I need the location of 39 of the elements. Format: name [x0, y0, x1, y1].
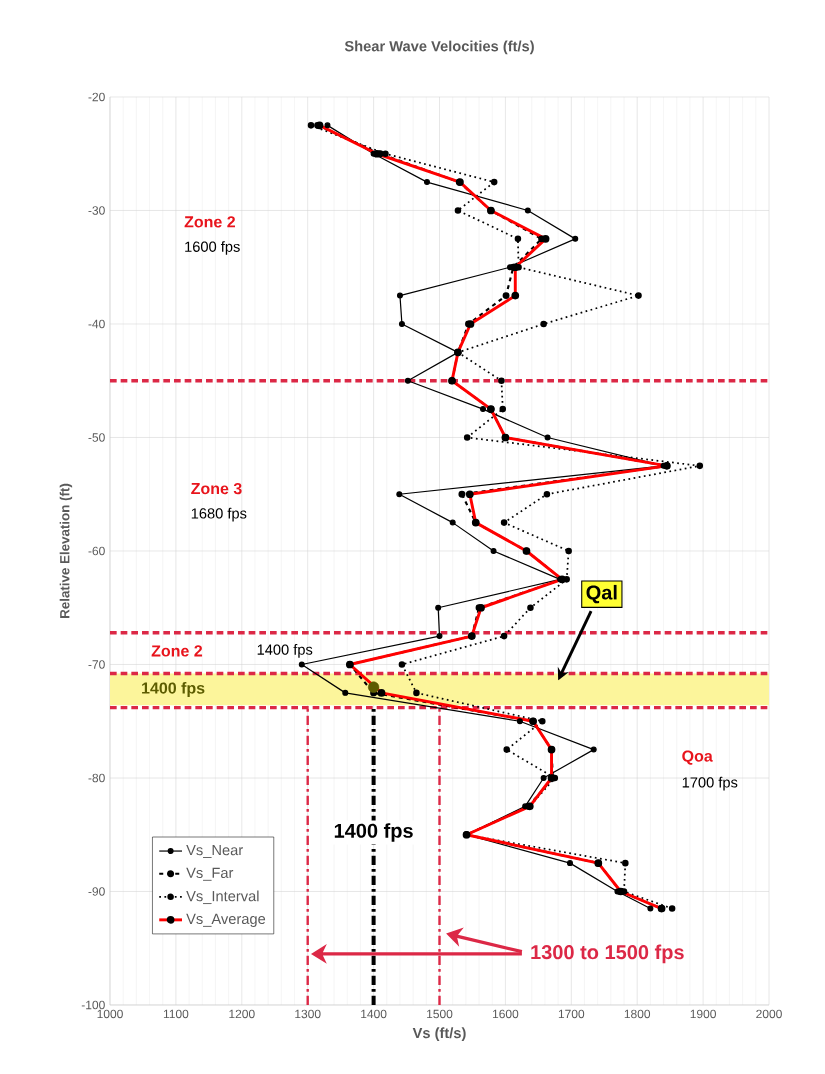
- legend-label: Vs_Far: [186, 867, 234, 881]
- y-tick-label: -90: [88, 887, 105, 896]
- y-tick-label: -40: [88, 319, 105, 329]
- band-label: 1400 fps: [142, 682, 205, 697]
- x-tick-label: 1800: [624, 1009, 651, 1019]
- x-tick-label: 1300: [295, 1009, 321, 1019]
- x-tick-label: 1100: [163, 1009, 189, 1019]
- x-axis-title: Vs (ft/s): [412, 1027, 466, 1042]
- x-tick-label: 1200: [229, 1009, 255, 1019]
- legend-label: Vs_Interval: [186, 890, 259, 905]
- annotation: 1700 fps: [682, 776, 738, 791]
- y-tick-label: -70: [88, 660, 105, 669]
- y-tick-label: -60: [88, 546, 105, 556]
- annotation: 1300 to 1500 fps: [531, 944, 684, 964]
- annotation: Qoa: [682, 750, 713, 765]
- annotation: Zone 2: [151, 645, 203, 657]
- annotation: 1400 fps: [257, 644, 313, 658]
- legend-label: Vs_Near: [186, 845, 243, 858]
- legend-label: Vs_Average: [186, 913, 266, 927]
- x-tick-label: 2000: [756, 1009, 782, 1019]
- chart-title: Shear Wave Velocities (ft/s): [344, 40, 534, 55]
- annotation: 1600 fps: [185, 241, 240, 255]
- annotation: Zone 3: [191, 482, 242, 495]
- annotation: Zone 2: [184, 216, 236, 228]
- ref-line-label: 1400 fps: [334, 823, 413, 842]
- annotation: 1680 fps: [191, 507, 247, 522]
- y-tick-label: -20: [88, 92, 105, 102]
- y-tick-label: -50: [88, 433, 105, 442]
- y-tick-label: -100: [81, 1000, 105, 1010]
- y-tick-label: -30: [88, 206, 105, 215]
- annotation: Qal: [586, 584, 617, 604]
- x-tick-label: 1700: [558, 1009, 585, 1019]
- x-tick-label: 1900: [690, 1009, 716, 1019]
- x-tick-label: 1400: [361, 1009, 387, 1019]
- y-axis-title: Relative Elevation (ft): [59, 483, 73, 618]
- x-tick-label: 1500: [427, 1009, 453, 1019]
- y-tick-label: -80: [88, 773, 105, 783]
- x-tick-label: 1600: [492, 1009, 519, 1019]
- x-tick-label: 1000: [97, 1009, 123, 1019]
